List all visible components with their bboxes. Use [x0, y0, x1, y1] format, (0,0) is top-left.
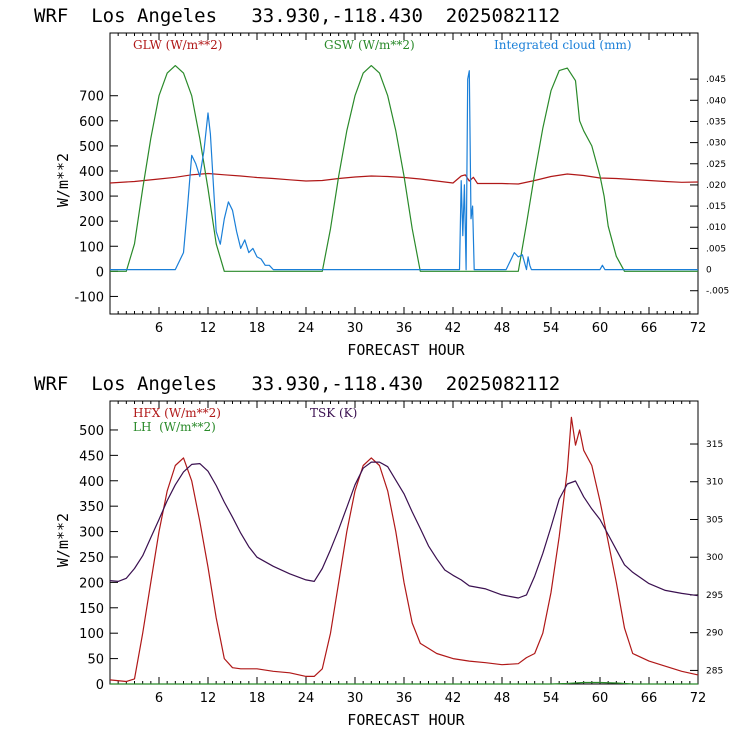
y2-tick-label: .010: [706, 223, 726, 233]
x-tick-label: 66: [641, 691, 658, 706]
series-line-glw: [109, 172, 699, 185]
y-tick-label: 200: [79, 576, 104, 591]
y-tick-label: 600: [79, 115, 104, 130]
x-tick-labels: 6 12 18 24 30 36 42 48 54 60 66 72: [155, 691, 706, 706]
series-lines: [109, 416, 699, 685]
y-tick-label: 300: [79, 526, 104, 541]
x-tick-label: 12: [200, 691, 217, 706]
series-line-lh: [110, 681, 698, 685]
heat-flux-chart: WRF Los Angeles 33.930,-118.430 20250821…: [34, 373, 723, 729]
y2-tick-label: .005: [706, 244, 726, 254]
legend-hfx: HFX (W/m**2): [133, 406, 221, 420]
y2-tick-label: .040: [706, 96, 726, 106]
y-tick-label: 100: [79, 627, 104, 642]
x-tick-label: 6: [155, 691, 163, 706]
y-tick-label: 400: [79, 475, 104, 490]
y2-tick-label: .020: [706, 181, 726, 191]
series-line-gsw: [110, 64, 698, 272]
y-axis-label: W/m**2: [54, 153, 72, 207]
x-tick-label: 30: [347, 321, 364, 336]
x-axis-label: FORECAST HOUR: [347, 341, 465, 359]
x-tick-label: 18: [249, 321, 266, 336]
legend-glw: GLW (W/m**2): [133, 38, 222, 52]
chart-header: WRF Los Angeles 33.930,-118.430 20250821…: [34, 5, 560, 27]
y2-tick-label: 305: [706, 515, 723, 525]
axis-ticks: [110, 401, 699, 685]
y-tick-label: 450: [79, 449, 104, 464]
x-tick-label: 42: [445, 321, 462, 336]
legend-tsk: TSK (K): [310, 406, 357, 420]
x-tick-label: 66: [641, 321, 658, 336]
series-line-hfx: [109, 416, 699, 683]
y-tick-label: 0: [96, 265, 104, 280]
y2-tick-label: 295: [706, 591, 723, 601]
y2-tick-label: 0: [706, 266, 712, 276]
legend-gsw: GSW (W/m**2): [324, 38, 415, 52]
y2-tick-labels: 285 290 295 300 305 310 315: [706, 440, 723, 676]
x-axis-label: FORECAST HOUR: [347, 711, 465, 729]
y-tick-label: 0: [96, 678, 104, 693]
y-tick-label: 250: [79, 551, 104, 566]
x-tick-label: 36: [396, 321, 413, 336]
y-tick-labels: -100 0 100 200 300 400 500 600 700: [74, 90, 104, 306]
y-tick-label: 300: [79, 190, 104, 205]
y2-tick-label: .035: [706, 117, 726, 127]
y-tick-label: 200: [79, 215, 104, 230]
y-axis-label: W/m**2: [54, 513, 72, 567]
legend-cloud: Integrated cloud (mm): [494, 38, 632, 52]
x-tick-label: 48: [494, 321, 511, 336]
y2-tick-label: .025: [706, 160, 726, 170]
y-tick-label: 350: [79, 500, 104, 515]
legend-lh: LH (W/m**2): [133, 420, 216, 434]
x-tick-label: 42: [445, 691, 462, 706]
y2-tick-label: 300: [706, 553, 723, 563]
y-tick-label: 500: [79, 140, 104, 155]
x-tick-label: 24: [298, 321, 315, 336]
x-tick-label: 36: [396, 691, 413, 706]
y-tick-label: 150: [79, 602, 104, 617]
x-tick-labels: 6 12 18 24 30 36 42 48 54 60 66 72: [155, 321, 706, 336]
x-tick-label: 54: [543, 691, 560, 706]
x-tick-label: 60: [592, 321, 609, 336]
x-tick-label: 60: [592, 691, 609, 706]
x-tick-label: 6: [155, 321, 163, 336]
y-tick-label: 700: [79, 90, 104, 105]
y-tick-label: 400: [79, 165, 104, 180]
y2-tick-label: 315: [706, 440, 723, 450]
y2-tick-label: .030: [706, 139, 726, 149]
x-tick-label: 48: [494, 691, 511, 706]
y-tick-label: 50: [87, 653, 104, 668]
series-lines: [109, 64, 699, 272]
x-tick-label: 72: [690, 691, 707, 706]
y2-tick-label: .045: [706, 75, 726, 85]
y2-tick-label: -.005: [706, 287, 729, 297]
y2-tick-labels: -.005 0 .005 .010 .015 .020 .025 .030 .035 .040 .0…: [706, 75, 729, 297]
series-line-tsk: [109, 461, 699, 599]
x-tick-label: 30: [347, 691, 364, 706]
series-line-integrated: [110, 70, 698, 271]
chart-header: WRF Los Angeles 33.930,-118.430 20250821…: [34, 373, 560, 395]
x-tick-label: 12: [200, 321, 217, 336]
axis-ticks: [110, 33, 699, 314]
y-tick-label: 500: [79, 424, 104, 439]
y-tick-label: 100: [79, 240, 104, 255]
y2-tick-label: .015: [706, 202, 726, 212]
x-tick-label: 24: [298, 691, 315, 706]
x-tick-label: 54: [543, 321, 560, 336]
y2-tick-label: 310: [706, 478, 723, 488]
x-tick-label: 72: [690, 321, 707, 336]
y2-tick-label: 290: [706, 629, 723, 639]
y2-tick-label: 285: [706, 666, 723, 676]
y-tick-labels: 0 50 100 150 200 250 300 350 400 450 500: [79, 424, 104, 693]
x-tick-label: 18: [249, 691, 266, 706]
plot-frame: [109, 400, 699, 685]
y-tick-label: -100: [74, 290, 104, 305]
radiation-cloud-chart: WRF Los Angeles 33.930,-118.430 20250821…: [34, 5, 729, 359]
